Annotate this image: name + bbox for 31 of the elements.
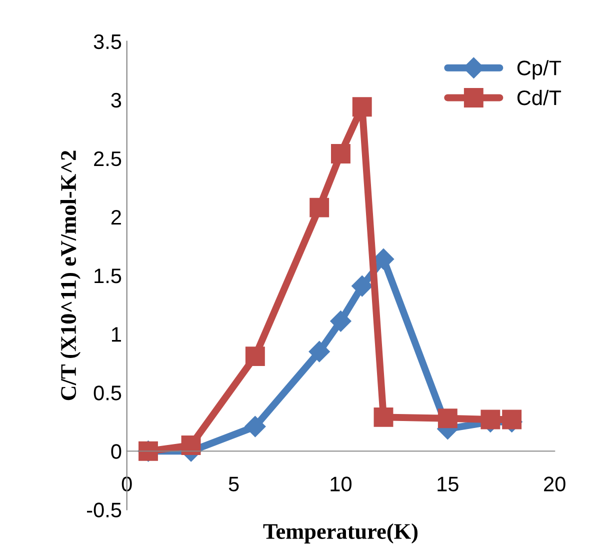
x-axis-title: Temperature(K) xyxy=(263,523,418,544)
point xyxy=(331,144,350,164)
y-tick-label: 3 xyxy=(111,92,122,108)
point xyxy=(352,97,372,117)
point xyxy=(352,276,373,297)
point xyxy=(245,346,265,366)
point xyxy=(330,310,352,332)
point xyxy=(480,410,500,430)
point xyxy=(502,410,522,430)
legend-label: Cd/T xyxy=(517,90,562,106)
legend-label: Cp/T xyxy=(517,60,562,80)
point xyxy=(310,198,330,218)
x-tick-label: 15 xyxy=(438,476,458,492)
y-tick-label: 1 xyxy=(112,327,121,342)
y-tick-label: 2 xyxy=(111,210,121,225)
point xyxy=(374,407,394,427)
y-tick-label: 2.5 xyxy=(94,151,122,166)
x-tick-label: 10 xyxy=(330,476,352,492)
y-axis-title: C/T (X10^11) eV/mol-K^2 xyxy=(60,150,81,400)
y-tick-label: 0.5 xyxy=(94,386,122,400)
point xyxy=(438,408,458,428)
y-tick-label: 0 xyxy=(111,444,122,459)
x-tick-label: 5 xyxy=(228,476,239,492)
x-tick-label: 20 xyxy=(544,476,566,492)
point xyxy=(308,341,330,362)
y-tick-label: -0.5 xyxy=(87,502,122,518)
point xyxy=(244,416,266,438)
point xyxy=(181,436,201,455)
x-tick-label: 0 xyxy=(122,476,132,492)
y-tick-label: 1.5 xyxy=(94,268,122,284)
y-tick-label: 3.5 xyxy=(94,34,122,50)
